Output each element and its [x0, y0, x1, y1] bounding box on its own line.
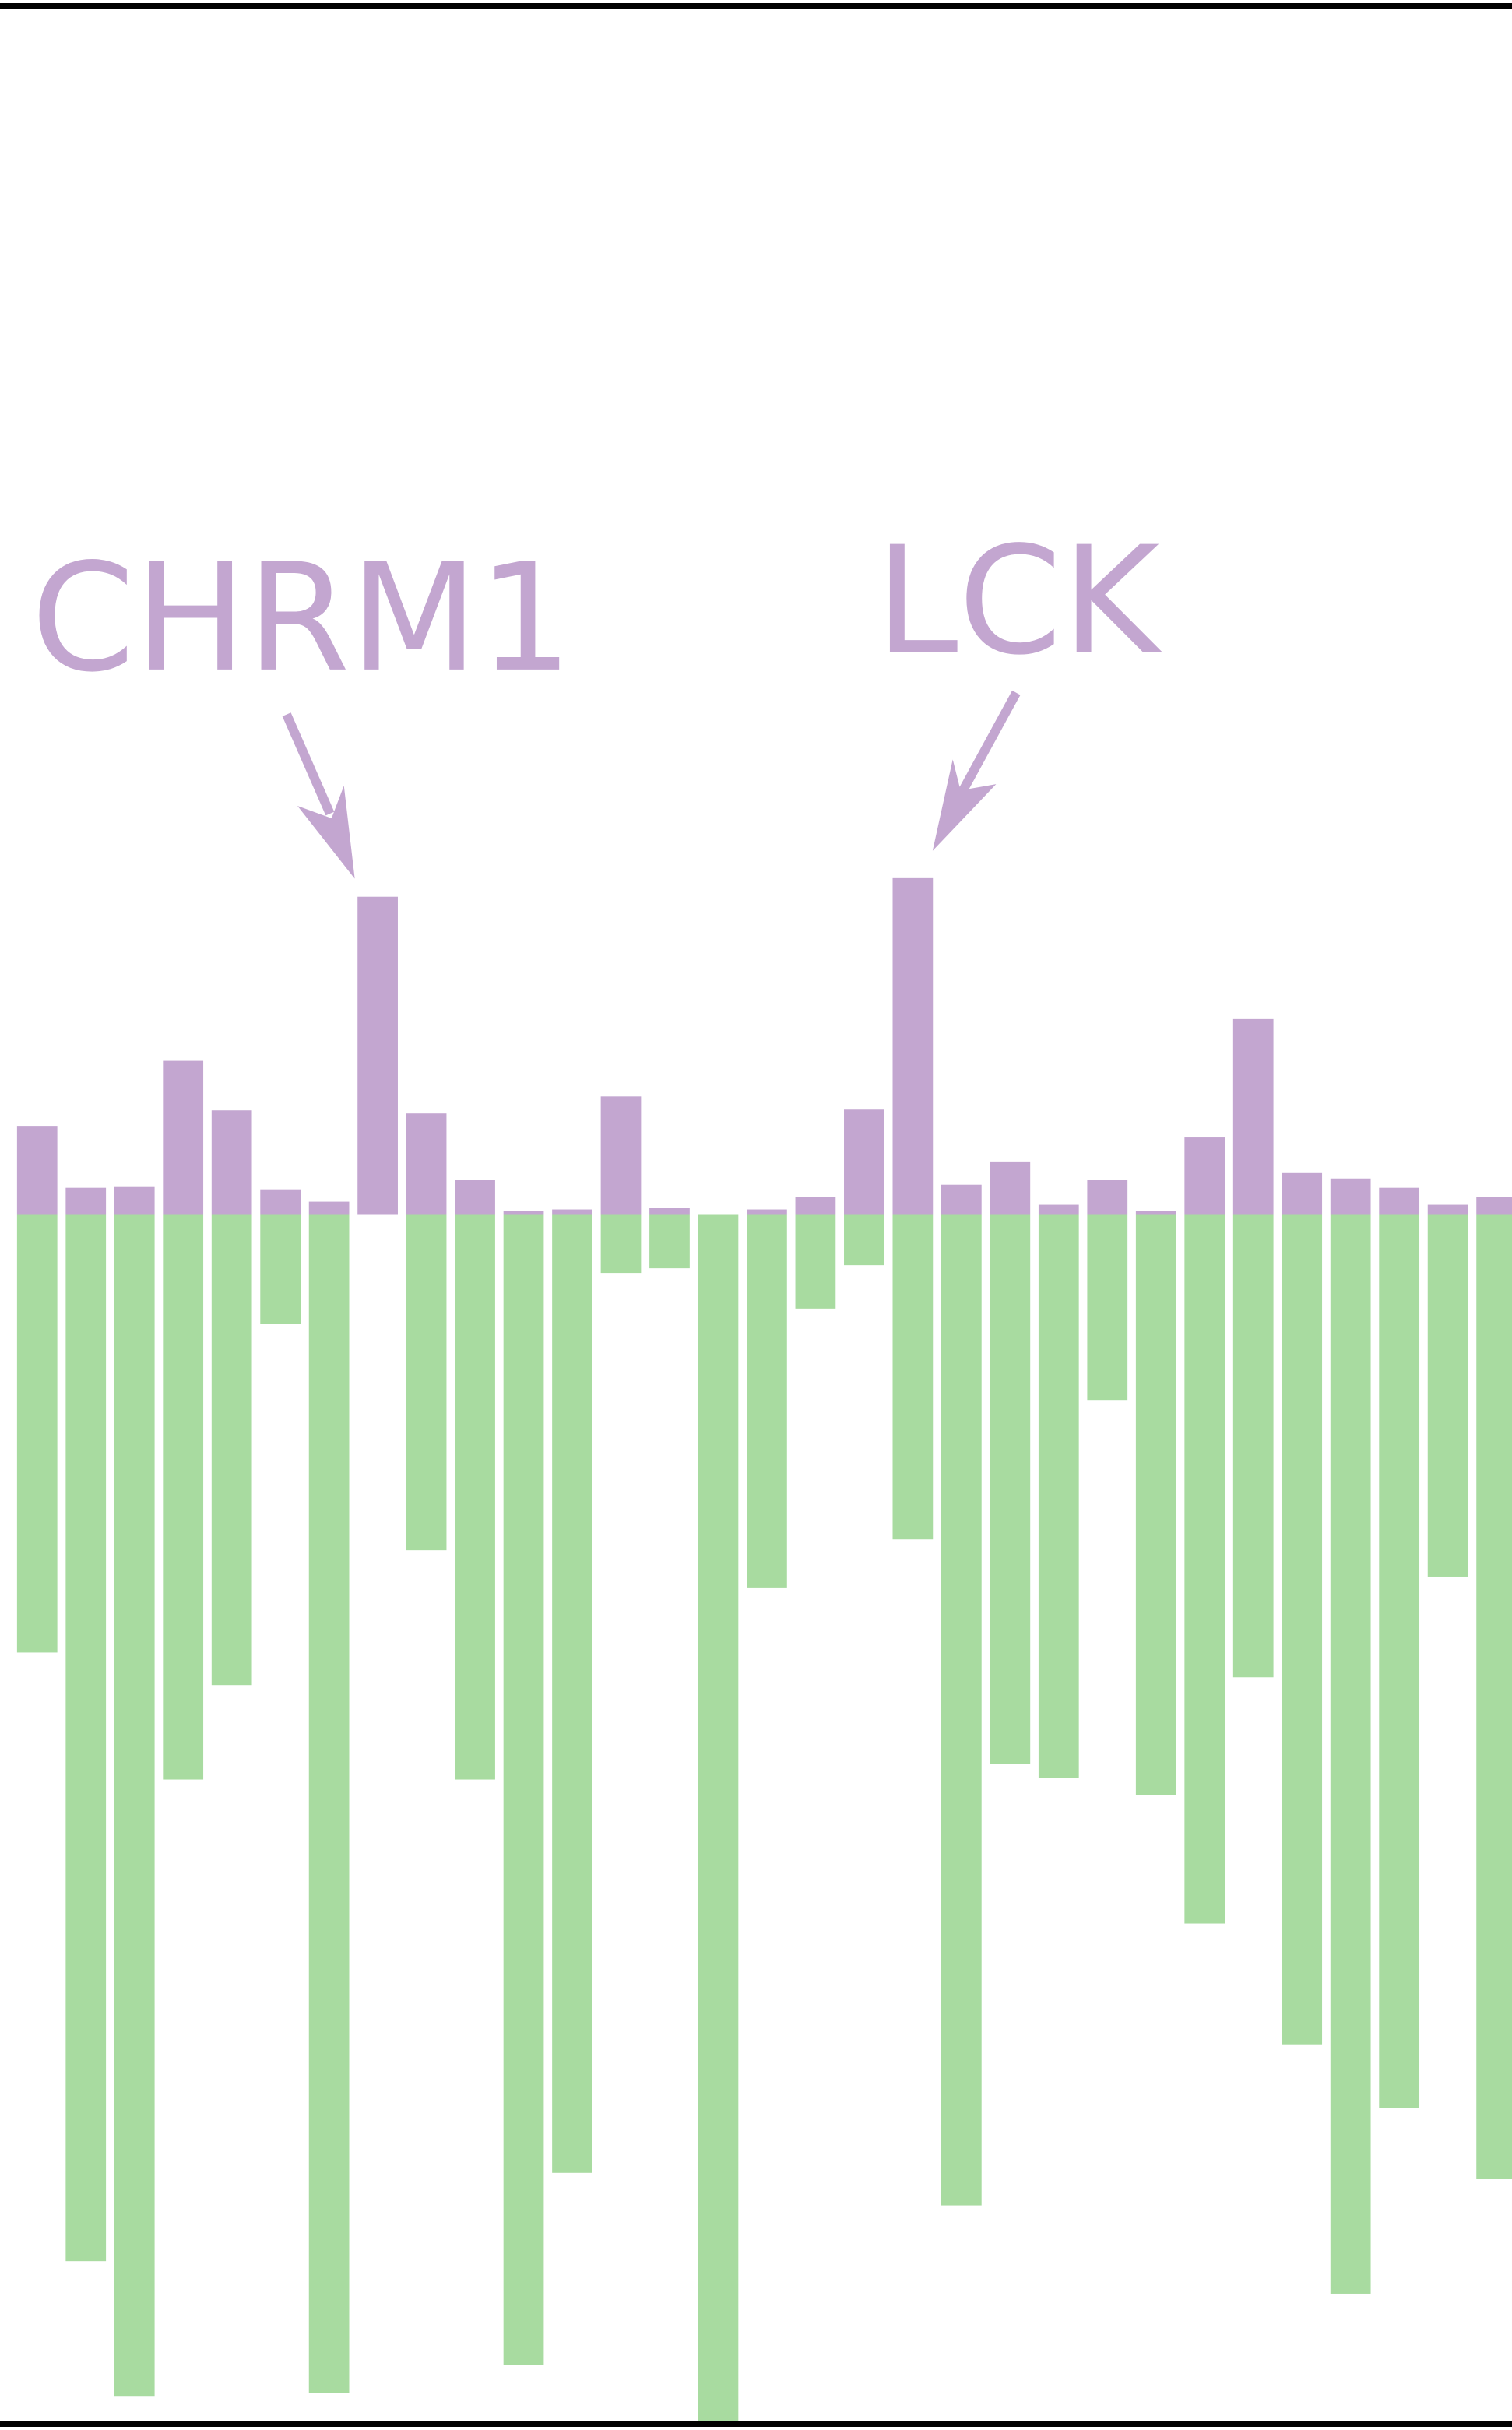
bar [1330, 1178, 1371, 1215]
bar [1427, 1214, 1468, 1577]
bar [990, 1214, 1031, 1764]
bar [1476, 1197, 1512, 1215]
annotation-arrow [956, 690, 1021, 797]
bar [114, 1214, 155, 2397]
bar [1330, 1214, 1371, 2294]
bar [1135, 1214, 1176, 1795]
bar [698, 1214, 739, 2423]
bar [308, 1214, 350, 2393]
bar [1087, 1214, 1128, 1401]
bar [1038, 1214, 1079, 1778]
bar [941, 1184, 982, 1215]
bar [844, 1214, 884, 1266]
bar [211, 1214, 252, 1686]
bar [649, 1214, 690, 1269]
bar [892, 877, 934, 1215]
bar [1379, 1214, 1420, 2108]
bar [552, 1214, 592, 2173]
bar [503, 1214, 544, 2365]
bar [1135, 1211, 1176, 1215]
bars [16, 877, 1512, 2423]
bar [1379, 1187, 1420, 1215]
bar [990, 1161, 1031, 1215]
bar [1232, 1214, 1274, 1678]
bar [455, 1180, 495, 1215]
bar [844, 1109, 884, 1215]
bar [600, 1096, 642, 1215]
bar [552, 1209, 592, 1215]
bar [795, 1197, 836, 1215]
bar [1282, 1172, 1323, 1215]
bar [163, 1060, 204, 1215]
bar [357, 896, 398, 1215]
bar [163, 1214, 204, 1780]
bar [1184, 1214, 1225, 1924]
bar [503, 1211, 544, 1215]
bar [747, 1209, 787, 1215]
arrow-head [297, 786, 355, 879]
bar [114, 1186, 155, 1215]
bar [65, 1187, 107, 1215]
bar [1427, 1204, 1468, 1215]
arrow-head [932, 759, 997, 851]
bar [795, 1214, 836, 1309]
bar [600, 1214, 642, 1274]
bar [16, 1126, 58, 1215]
bar [455, 1214, 495, 1780]
bar [747, 1214, 787, 1588]
bar [1038, 1204, 1079, 1215]
bar [1476, 1214, 1512, 2179]
bar [1282, 1214, 1323, 2045]
annotation-label: CHRM1 [31, 533, 573, 705]
bar [16, 1214, 58, 1653]
bar [260, 1214, 301, 1324]
bar [308, 1201, 350, 1215]
bar [406, 1113, 447, 1215]
bar [1087, 1180, 1128, 1215]
bar [406, 1214, 447, 1551]
bar [941, 1214, 982, 2206]
bar [649, 1208, 690, 1215]
annotation-arrow [282, 712, 335, 816]
annotation-label: LCK [875, 515, 1163, 688]
bar [1232, 1018, 1274, 1215]
bar [892, 1214, 934, 1540]
bar [260, 1189, 301, 1215]
bar [211, 1110, 252, 1215]
bar [1184, 1137, 1225, 1215]
bar [65, 1214, 107, 2262]
